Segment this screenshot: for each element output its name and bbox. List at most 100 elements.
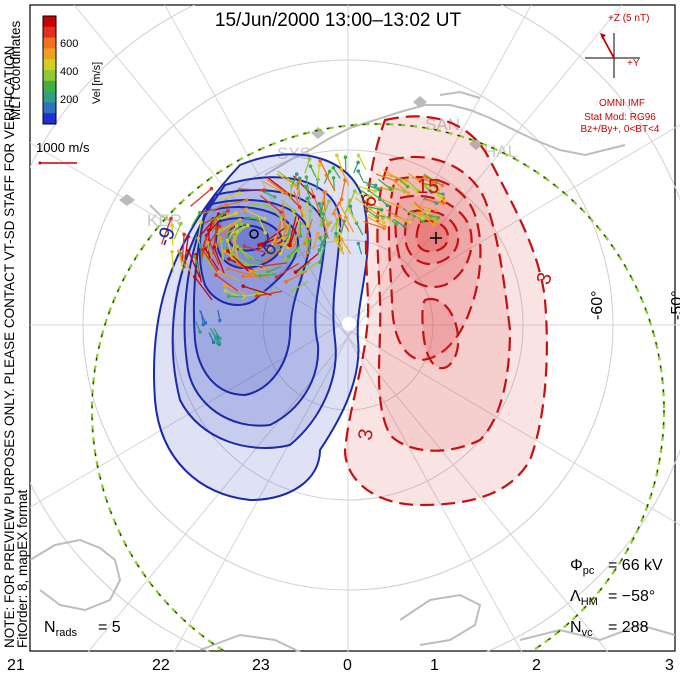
velocity-vector (249, 257, 266, 263)
velocity-vector (405, 178, 420, 192)
n-rads-label: Nrads (44, 619, 77, 639)
velocity-vector-origin (214, 336, 218, 341)
velocity-vector-origin (317, 260, 322, 265)
velocity-vector (323, 201, 330, 215)
velocity-vector-origin (258, 273, 262, 278)
velocity-vector (288, 245, 301, 258)
velocity-vector (208, 240, 220, 265)
velocity-vector-origin (343, 155, 348, 160)
velocity-vector-origin (318, 159, 322, 163)
velocity-vector (353, 162, 359, 174)
velocity-vector-origin (243, 262, 248, 267)
velocity-vector (392, 218, 405, 227)
velocity-vector (191, 212, 201, 227)
velocity-vector-origin (198, 210, 202, 215)
velocity-vector-origin (264, 258, 268, 262)
velocity-vector-origin (237, 191, 242, 195)
velocity-vector (386, 174, 407, 182)
velocity-vector-origin (348, 204, 353, 209)
velocity-vector (248, 202, 267, 207)
mlt-tick-22: 22 (152, 657, 170, 674)
velocity-vector-origin (308, 164, 313, 168)
imf-model-line2: Bz+/By+, 0<BT<4 (581, 124, 660, 135)
pole-marker (342, 317, 356, 331)
velocity-vector-origin (304, 175, 309, 179)
colorbar-label: Vel [m/s] (91, 62, 103, 104)
colorbar-segment (43, 113, 56, 125)
velocity-vector (358, 185, 376, 192)
velocity-vector-origin (305, 224, 310, 228)
velocity-vector-origin (192, 275, 197, 279)
velocity-vector (319, 203, 324, 215)
velocity-vector (363, 220, 385, 229)
velocity-vector-origin (294, 172, 299, 176)
velocity-vector (306, 198, 314, 210)
velocity-vector-origin (324, 234, 328, 239)
velocity-vector (218, 271, 240, 281)
velocity-vector-origin (307, 157, 312, 161)
velocity-vector (291, 230, 299, 248)
velocity-vector (220, 241, 224, 260)
velocity-vector-origin (287, 243, 291, 247)
velocity-vector-origin (317, 201, 321, 206)
n-vc-label: Nvc (570, 619, 593, 639)
colorbar-segment (43, 26, 56, 39)
velocity-vector (276, 262, 300, 278)
velocity-vector (259, 273, 277, 277)
velocity-vector-origin (292, 209, 297, 214)
velocity-vector-origin (237, 263, 241, 267)
velocity-vector (304, 158, 311, 174)
velocity-vector-origin (217, 270, 221, 274)
velocity-vector (220, 192, 240, 201)
velocity-vector-origin (279, 215, 284, 220)
velocity-vector (368, 206, 382, 211)
velocity-vector (205, 254, 214, 273)
colorbar-segment (43, 16, 56, 28)
velocity-vector-origin (170, 223, 175, 228)
velocity-vector (319, 236, 327, 246)
velocity-vector (321, 208, 329, 225)
reference-vector-label: 1000 m/s (36, 140, 90, 155)
velocity-vector (228, 268, 252, 276)
velocity-vector-origin (241, 284, 246, 288)
reference-vector: 1000 m/s (36, 140, 90, 165)
velocity-vector (292, 175, 315, 198)
velocity-vector-origin (441, 201, 446, 205)
velocity-vector (312, 233, 319, 250)
mlt-tick-1: 1 (430, 657, 439, 674)
velocity-vector (259, 194, 282, 213)
velocity-vector (367, 189, 381, 200)
velocity-vector (293, 191, 304, 216)
velocity-vector-origin (227, 257, 231, 261)
velocity-vector-origin (218, 336, 222, 341)
velocity-vector-origin (255, 294, 259, 298)
velocity-vector (362, 181, 376, 187)
velocity-vector (344, 200, 351, 215)
velocity-vector (281, 222, 291, 245)
velocity-vector-origin (420, 216, 425, 221)
velocity-vector (322, 220, 330, 239)
velocity-vector-origin (356, 241, 361, 246)
velocity-vector-origin (217, 341, 222, 345)
mlt-axis: 21 22 23 0 1 2 3 (7, 657, 674, 674)
velocity-vector-origin (327, 169, 332, 174)
velocity-vector (179, 253, 187, 269)
velocity-vector (245, 263, 263, 267)
velocity-vector-origin (379, 208, 384, 212)
velocity-vector (201, 249, 218, 273)
velocity-vector (231, 226, 245, 241)
velocity-vector-origin (233, 220, 238, 225)
velocity-vector-origin (212, 245, 217, 249)
velocity-vector-origin (272, 195, 277, 199)
velocity-vector-origin (241, 274, 245, 279)
velocity-vector-origin (279, 210, 283, 215)
velocity-vector (250, 266, 273, 272)
velocity-vector-origin (307, 239, 311, 244)
velocity-vector-origin (308, 208, 313, 213)
velocity-colorbar: 600 400 200 Vel [m/s] (42, 15, 103, 125)
velocity-vector (238, 188, 264, 191)
velocity-vector (193, 256, 201, 272)
velocity-vector-origin (297, 176, 302, 181)
velocity-vector-origin (317, 209, 322, 214)
velocity-vector-origin (283, 225, 288, 230)
